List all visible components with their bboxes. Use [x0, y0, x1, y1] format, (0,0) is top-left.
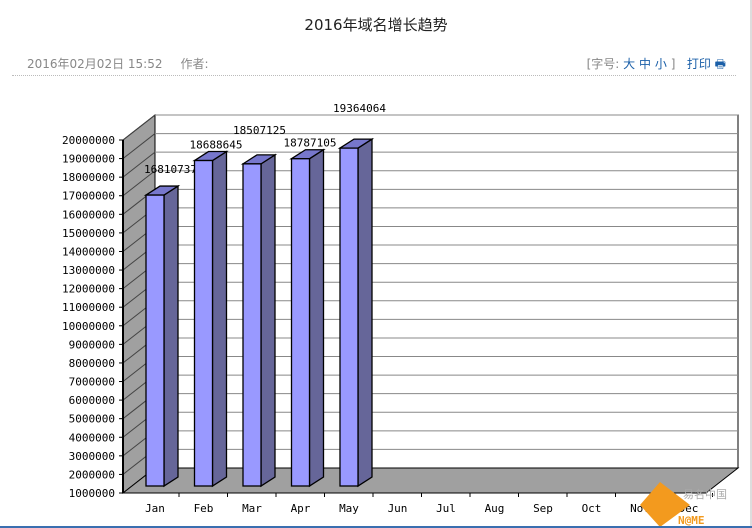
bar-side [308, 148, 325, 488]
print-icon[interactable]: 🖶 [714, 57, 726, 71]
y-tick-label: 2000000 [69, 468, 115, 481]
page-title: 2016年域名增长趋势 [304, 16, 448, 34]
x-tick-label: Oct [582, 502, 602, 515]
bar-side [357, 137, 373, 488]
bar [242, 163, 262, 487]
author-label: 作者: [180, 57, 209, 71]
y-tick-label: 20000000 [62, 134, 115, 147]
font-medium-link[interactable]: 中 [639, 57, 652, 71]
data-label: 18787105 [284, 137, 337, 150]
y-tick-label: 6000000 [69, 394, 115, 407]
bar-side [163, 184, 179, 488]
print-link[interactable]: 打印 [686, 57, 711, 71]
data-label: 18507125 [233, 124, 286, 137]
bottom-border [0, 526, 752, 528]
y-tick-label: 15000000 [62, 227, 115, 240]
bar [193, 159, 214, 487]
y-tick-label: 9000000 [69, 338, 115, 351]
x-tick-label: May [339, 502, 359, 515]
watermark-text: 易名中国 [683, 487, 727, 501]
font-size-bracket: ] [670, 57, 676, 71]
gridline-side [122, 170, 156, 197]
y-tick-label: 4000000 [69, 431, 115, 444]
bar-side [260, 153, 276, 488]
y-tick-label: 14000000 [62, 245, 115, 258]
x-tick-label: Aug [485, 502, 505, 515]
x-tick-label: Jun [388, 502, 408, 515]
data-label: 19364064 [333, 102, 386, 115]
publish-date: 2016年02月02日 15:52 [27, 57, 163, 71]
article-meta: 2016年02月02日 15:52 作者: [字号: 大 中 小 ] 打印 🖶 [12, 55, 736, 76]
bar [145, 194, 165, 487]
y-tick-label: 7000000 [69, 376, 115, 389]
watermark-logo [640, 482, 690, 527]
x-tick-label: Jul [436, 502, 456, 515]
y-tick-label: 16000000 [62, 208, 115, 221]
x-tick-label: Apr [291, 502, 311, 515]
watermark-text: N@ME [678, 514, 705, 527]
y-tick-label: 3000000 [69, 450, 115, 463]
font-large-link[interactable]: 大 [623, 57, 636, 71]
y-tick-label: 8000000 [69, 357, 115, 370]
y-tick-label: 13000000 [62, 264, 115, 277]
y-tick-label: 12000000 [62, 283, 115, 296]
y-tick-label: 18000000 [62, 171, 115, 184]
x-tick-label: Feb [194, 502, 214, 515]
font-small-link[interactable]: 小 [654, 57, 667, 71]
gridline-side [122, 133, 156, 159]
y-tick-label: 19000000 [62, 153, 115, 166]
font-size-controls: [字号: 大 中 小 ] 打印 🖶 [587, 55, 726, 76]
scrollbar-edge [750, 0, 752, 528]
gridline-side [122, 151, 156, 178]
font-size-label: [字号: [586, 57, 620, 71]
y-tick-label: 10000000 [62, 320, 115, 333]
gridline-side [122, 114, 156, 141]
x-tick-label: Mar [242, 502, 262, 515]
data-label: 16810737 [144, 163, 197, 176]
y-tick-label: 11000000 [62, 301, 115, 314]
bar [290, 158, 311, 487]
bar [339, 147, 359, 487]
x-tick-label: Jan [145, 502, 165, 515]
data-label: 18688645 [190, 139, 243, 152]
y-tick-label: 5000000 [69, 413, 115, 426]
bar-side [211, 150, 228, 488]
y-tick-label: 17000000 [62, 190, 115, 203]
x-tick-label: Sep [533, 502, 553, 515]
y-tick-label: 1000000 [69, 487, 115, 500]
